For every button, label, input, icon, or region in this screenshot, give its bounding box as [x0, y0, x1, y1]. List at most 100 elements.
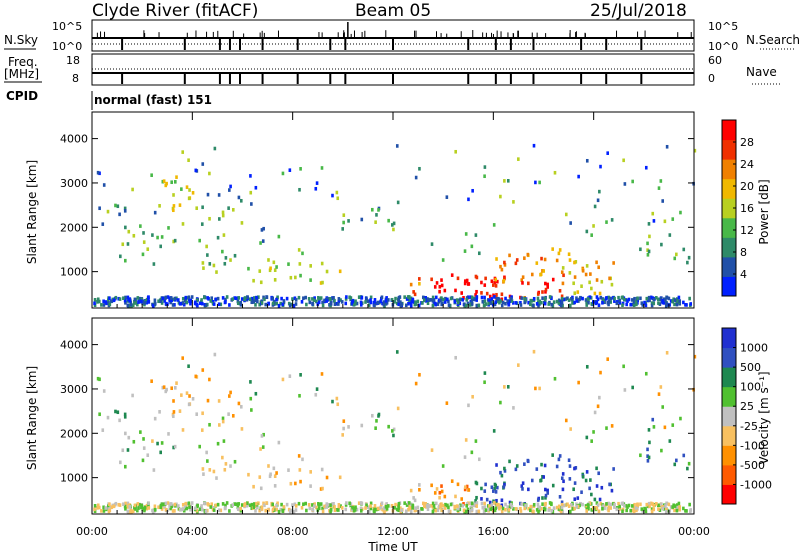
range-time-cell — [584, 504, 588, 508]
range-time-cell — [376, 300, 380, 305]
range-time-cell — [543, 463, 547, 468]
range-time-cell — [152, 303, 155, 308]
range-time-cell — [469, 299, 473, 304]
range-time-cell — [538, 386, 541, 391]
range-time-cell — [359, 300, 363, 305]
range-time-cell — [275, 507, 278, 512]
range-time-cell — [459, 297, 462, 302]
range-time-cell — [646, 447, 649, 452]
range-time-cell — [326, 502, 329, 507]
range-time-cell — [664, 504, 667, 508]
range-time-cell — [271, 502, 274, 507]
range-time-cell — [416, 505, 420, 510]
range-time-cell — [551, 277, 555, 282]
range-time-cell — [131, 303, 135, 308]
range-time-cell — [665, 501, 669, 506]
range-time-cell — [520, 278, 524, 282]
range-time-cell — [560, 500, 564, 505]
range-time-cell — [172, 208, 175, 213]
range-time-cell — [431, 509, 435, 514]
range-time-cell — [393, 506, 396, 510]
range-time-cell — [365, 297, 368, 302]
range-time-cell — [364, 300, 367, 304]
range-time-cell — [472, 503, 476, 508]
colorbar-segment — [722, 159, 736, 180]
range-time-cell — [435, 281, 439, 285]
range-time-cell — [187, 501, 191, 506]
range-time-cell — [548, 295, 552, 299]
colorbar-tick-label: -1000 — [740, 478, 772, 491]
range-time-cell — [657, 186, 661, 190]
range-time-cell — [190, 501, 194, 505]
range-time-cell — [174, 386, 177, 390]
range-time-cell — [239, 404, 243, 409]
range-time-cell — [137, 300, 140, 304]
range-time-cell — [273, 505, 276, 510]
range-time-cell — [520, 296, 523, 300]
range-time-cell — [564, 297, 568, 301]
range-time-cell — [540, 256, 543, 261]
range-time-cell — [663, 425, 667, 430]
range-time-cell — [114, 409, 117, 414]
range-time-cell — [523, 506, 526, 511]
range-time-cell — [216, 235, 220, 240]
range-time-cell — [237, 195, 241, 200]
range-time-cell — [126, 509, 130, 514]
colorbar-segment — [722, 406, 736, 427]
range-time-cell — [629, 302, 633, 307]
range-time-cell — [467, 197, 470, 202]
range-time-cell — [528, 508, 532, 513]
range-time-cell — [433, 491, 437, 495]
range-time-cell — [375, 419, 378, 423]
range-time-cell — [300, 506, 304, 510]
range-time-cell — [239, 508, 243, 513]
range-time-cell — [409, 282, 413, 287]
range-time-cell — [536, 498, 540, 502]
range-time-cell — [647, 455, 651, 460]
range-time-cell — [528, 302, 532, 307]
range-time-cell — [354, 505, 357, 510]
colorbar-tick-label: -25 — [740, 420, 758, 433]
range-time-cell — [585, 229, 589, 234]
range-time-cell — [475, 289, 478, 294]
range-time-cell — [188, 394, 191, 398]
range-time-cell — [218, 423, 221, 427]
range-time-cell — [394, 296, 397, 301]
range-time-cell — [622, 364, 625, 369]
range-time-cell — [157, 505, 160, 510]
range-time-cell — [195, 298, 199, 303]
range-time-cell — [248, 503, 252, 508]
range-time-cell — [467, 488, 471, 492]
range-time-cell — [568, 464, 572, 468]
range-time-cell — [499, 299, 503, 303]
range-time-cell — [457, 504, 461, 509]
range-time-cell — [595, 501, 599, 505]
range-time-cell — [643, 300, 646, 305]
range-time-cell — [421, 501, 425, 506]
range-time-cell — [132, 233, 136, 238]
range-time-cell — [675, 458, 678, 463]
range-time-cell — [440, 278, 443, 282]
range-time-cell — [331, 193, 334, 198]
range-time-cell — [632, 505, 636, 510]
power-data — [93, 143, 697, 308]
range-time-cell — [337, 503, 341, 507]
range-time-cell — [299, 373, 302, 377]
range-time-cell — [546, 282, 549, 287]
range-time-cell — [483, 489, 487, 493]
range-time-cell — [521, 487, 524, 491]
range-time-cell — [390, 297, 394, 302]
range-time-cell — [489, 301, 492, 306]
range-time-cell — [152, 509, 155, 514]
range-time-cell — [431, 303, 435, 308]
range-time-cell — [258, 475, 262, 479]
range-time-cell — [463, 455, 467, 459]
range-time-cell — [562, 479, 565, 484]
range-time-cell — [163, 505, 166, 509]
range-time-cell — [480, 291, 483, 295]
range-time-cell — [161, 179, 165, 184]
range-time-cell — [277, 509, 281, 514]
range-time-cell — [454, 288, 457, 293]
range-time-cell — [217, 399, 221, 403]
